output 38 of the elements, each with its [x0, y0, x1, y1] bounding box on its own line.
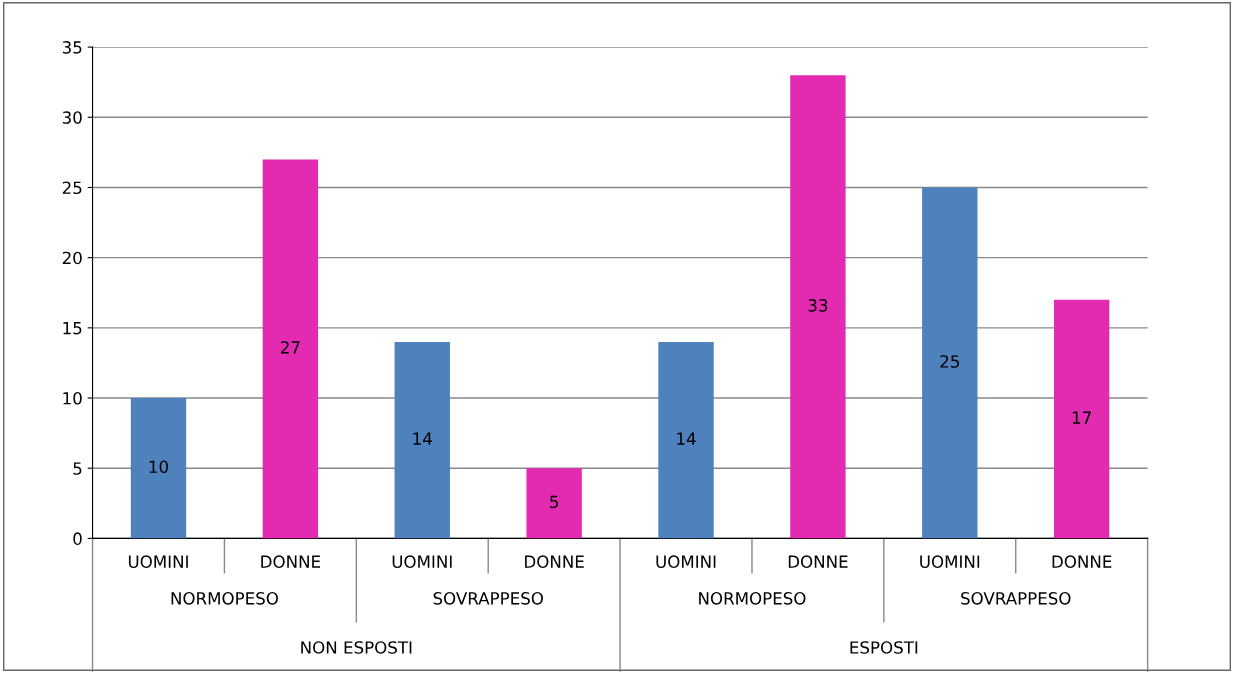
text: SOVRAPPESO [433, 592, 543, 605]
x-tick-label: DONNE [1052, 555, 1112, 568]
y-tick-label: 25 [62, 181, 82, 195]
bar [922, 187, 978, 539]
x-tick-label: UOMINI [392, 555, 452, 568]
data-label: 14 [677, 432, 696, 445]
data-label: 17 [1072, 411, 1091, 424]
data-label: 10 [149, 460, 168, 474]
bar [658, 341, 714, 539]
bar [130, 398, 187, 539]
x-tick-label: UOMINI [128, 555, 188, 568]
text: SOVRAPPESO [961, 592, 1071, 605]
text: NORMOPESO [699, 592, 806, 605]
data-label: 14 [413, 432, 432, 445]
bar [394, 341, 450, 539]
text: ESPOSTI [850, 641, 918, 654]
data-label: 25 [940, 355, 959, 368]
x-tick-label: DONNE [261, 555, 321, 568]
y-tick-label: 20 [62, 251, 82, 265]
x-tick-label: UOMINI [920, 555, 980, 568]
y-tick-label: 35 [62, 41, 82, 54]
y-tick-label: 10 [63, 391, 82, 405]
text: NORMOPESO [171, 592, 278, 605]
text: NON ESPOSTI [301, 641, 412, 654]
data-label: 27 [280, 341, 300, 354]
y-tick-label: 15 [63, 322, 82, 335]
y-tick-label: 5 [73, 462, 82, 475]
data-label: 5 [550, 495, 558, 509]
x-tick-label: UOMINI [656, 555, 716, 568]
x-tick-label: DONNE [788, 555, 848, 568]
y-tick-label: 30 [62, 111, 82, 124]
bar [790, 75, 846, 539]
bar [262, 159, 319, 539]
data-label: 33 [808, 299, 828, 312]
bar [526, 468, 582, 539]
bar [1053, 299, 1110, 539]
x-tick-label: DONNE [525, 555, 584, 568]
y-tick-label: 0 [73, 532, 82, 545]
